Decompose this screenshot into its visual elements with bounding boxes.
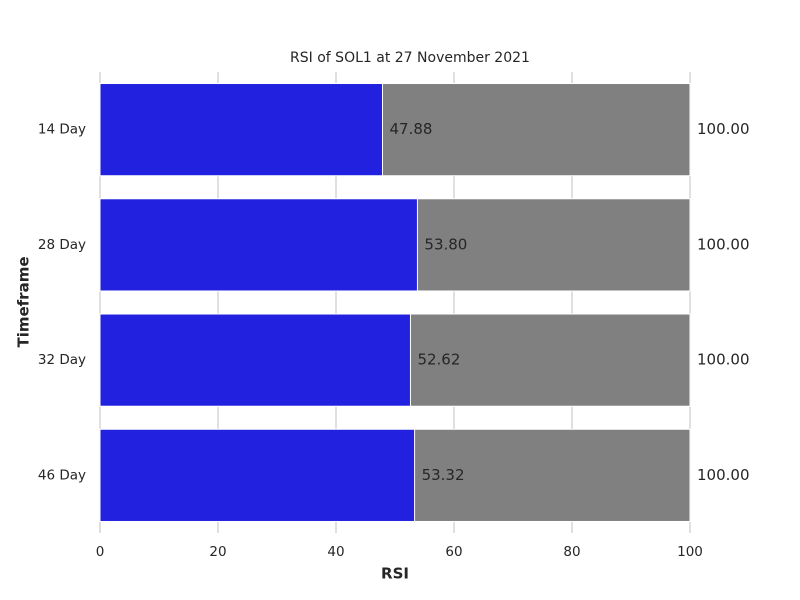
x-tick-label: 100: [677, 544, 703, 560]
bar: [99, 313, 411, 407]
value-label: 100.00: [697, 235, 750, 253]
value-label: 100.00: [697, 120, 750, 138]
chart-title: RSI of SOL1 at 27 November 2021: [290, 50, 530, 66]
y-tick-label: 28 Day: [38, 237, 86, 253]
y-tick-label: 32 Day: [38, 352, 86, 368]
value-label: 53.80: [424, 235, 467, 253]
value-label: 100.00: [697, 466, 750, 484]
value-label: 47.88: [389, 120, 432, 138]
x-tick-label: 40: [327, 544, 344, 560]
bar: [99, 83, 383, 177]
x-tick-label: 60: [445, 544, 462, 560]
y-tick-label: 14 Day: [38, 122, 86, 138]
value-label: 100.00: [697, 351, 750, 369]
y-tick-label: 46 Day: [38, 467, 86, 483]
x-axis-label: RSI: [381, 565, 409, 583]
value-label: 52.62: [417, 351, 460, 369]
value-label: 53.32: [422, 466, 465, 484]
x-tick-label: 80: [563, 544, 580, 560]
x-tick-label: 20: [209, 544, 226, 560]
bar: [99, 198, 418, 292]
x-tick-label: 0: [96, 544, 105, 560]
y-axis-label: Timeframe: [15, 256, 33, 347]
bar: [99, 428, 416, 522]
